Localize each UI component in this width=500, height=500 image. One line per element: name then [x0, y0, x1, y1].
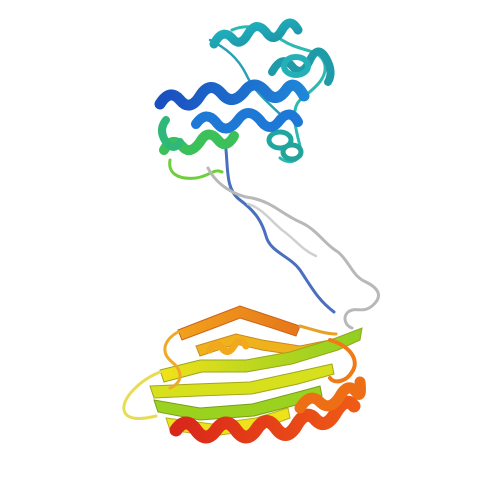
helix-blue	[154, 79, 310, 111]
coil-green	[168, 158, 224, 180]
helix-red	[169, 395, 361, 444]
loop-orange-right	[328, 338, 357, 384]
linker-coil	[206, 148, 381, 330]
loop-yellow	[122, 370, 162, 420]
helix-green-left	[158, 116, 184, 151]
c-terminal-domain	[122, 305, 366, 444]
beta-strand-lime	[149, 363, 335, 399]
linker-strand-a	[224, 148, 336, 314]
coil-loop	[208, 38, 286, 120]
loop-gold	[298, 324, 338, 336]
helix-cyan-top	[209, 18, 303, 49]
helix-stub-gold	[206, 337, 250, 355]
loop-orange	[163, 330, 182, 390]
helix-turn	[280, 142, 304, 162]
helix-turn	[281, 54, 311, 78]
helix-orange	[294, 376, 366, 414]
helix-turn	[266, 129, 294, 151]
n-terminal-helical-domain	[154, 18, 335, 180]
helix-blue-lower	[191, 108, 303, 134]
linker-strand-b	[206, 166, 381, 330]
beta-strand-yellow	[159, 327, 363, 383]
linker-strand-c	[246, 202, 318, 258]
beta-strand-orange	[177, 305, 301, 341]
